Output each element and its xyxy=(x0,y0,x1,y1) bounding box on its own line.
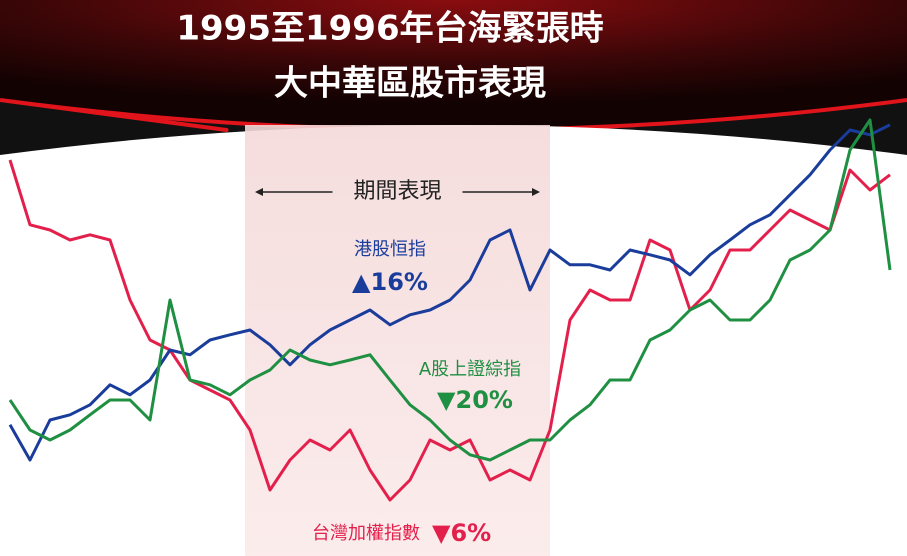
series-line xyxy=(8,123,891,462)
header-dome xyxy=(0,0,907,130)
title: 1995至1996年台海緊張時 xyxy=(176,9,603,49)
series-line xyxy=(8,159,891,502)
series-change: ▼20% xyxy=(437,386,513,414)
arrow-head xyxy=(532,188,540,196)
series-name: 台灣加權指數 xyxy=(312,523,420,544)
series-change: ▲16% xyxy=(352,268,428,296)
subtitle: 大中華區股市表現 xyxy=(274,64,546,104)
arrow-head xyxy=(255,188,263,196)
series-line xyxy=(8,118,892,462)
period-band xyxy=(245,125,550,556)
period-label: 期間表現 xyxy=(353,179,441,204)
series-change: ▼6% xyxy=(432,519,491,547)
series-name: 港股恒指 xyxy=(354,239,426,260)
series-name: A股上證綜指 xyxy=(419,359,521,380)
